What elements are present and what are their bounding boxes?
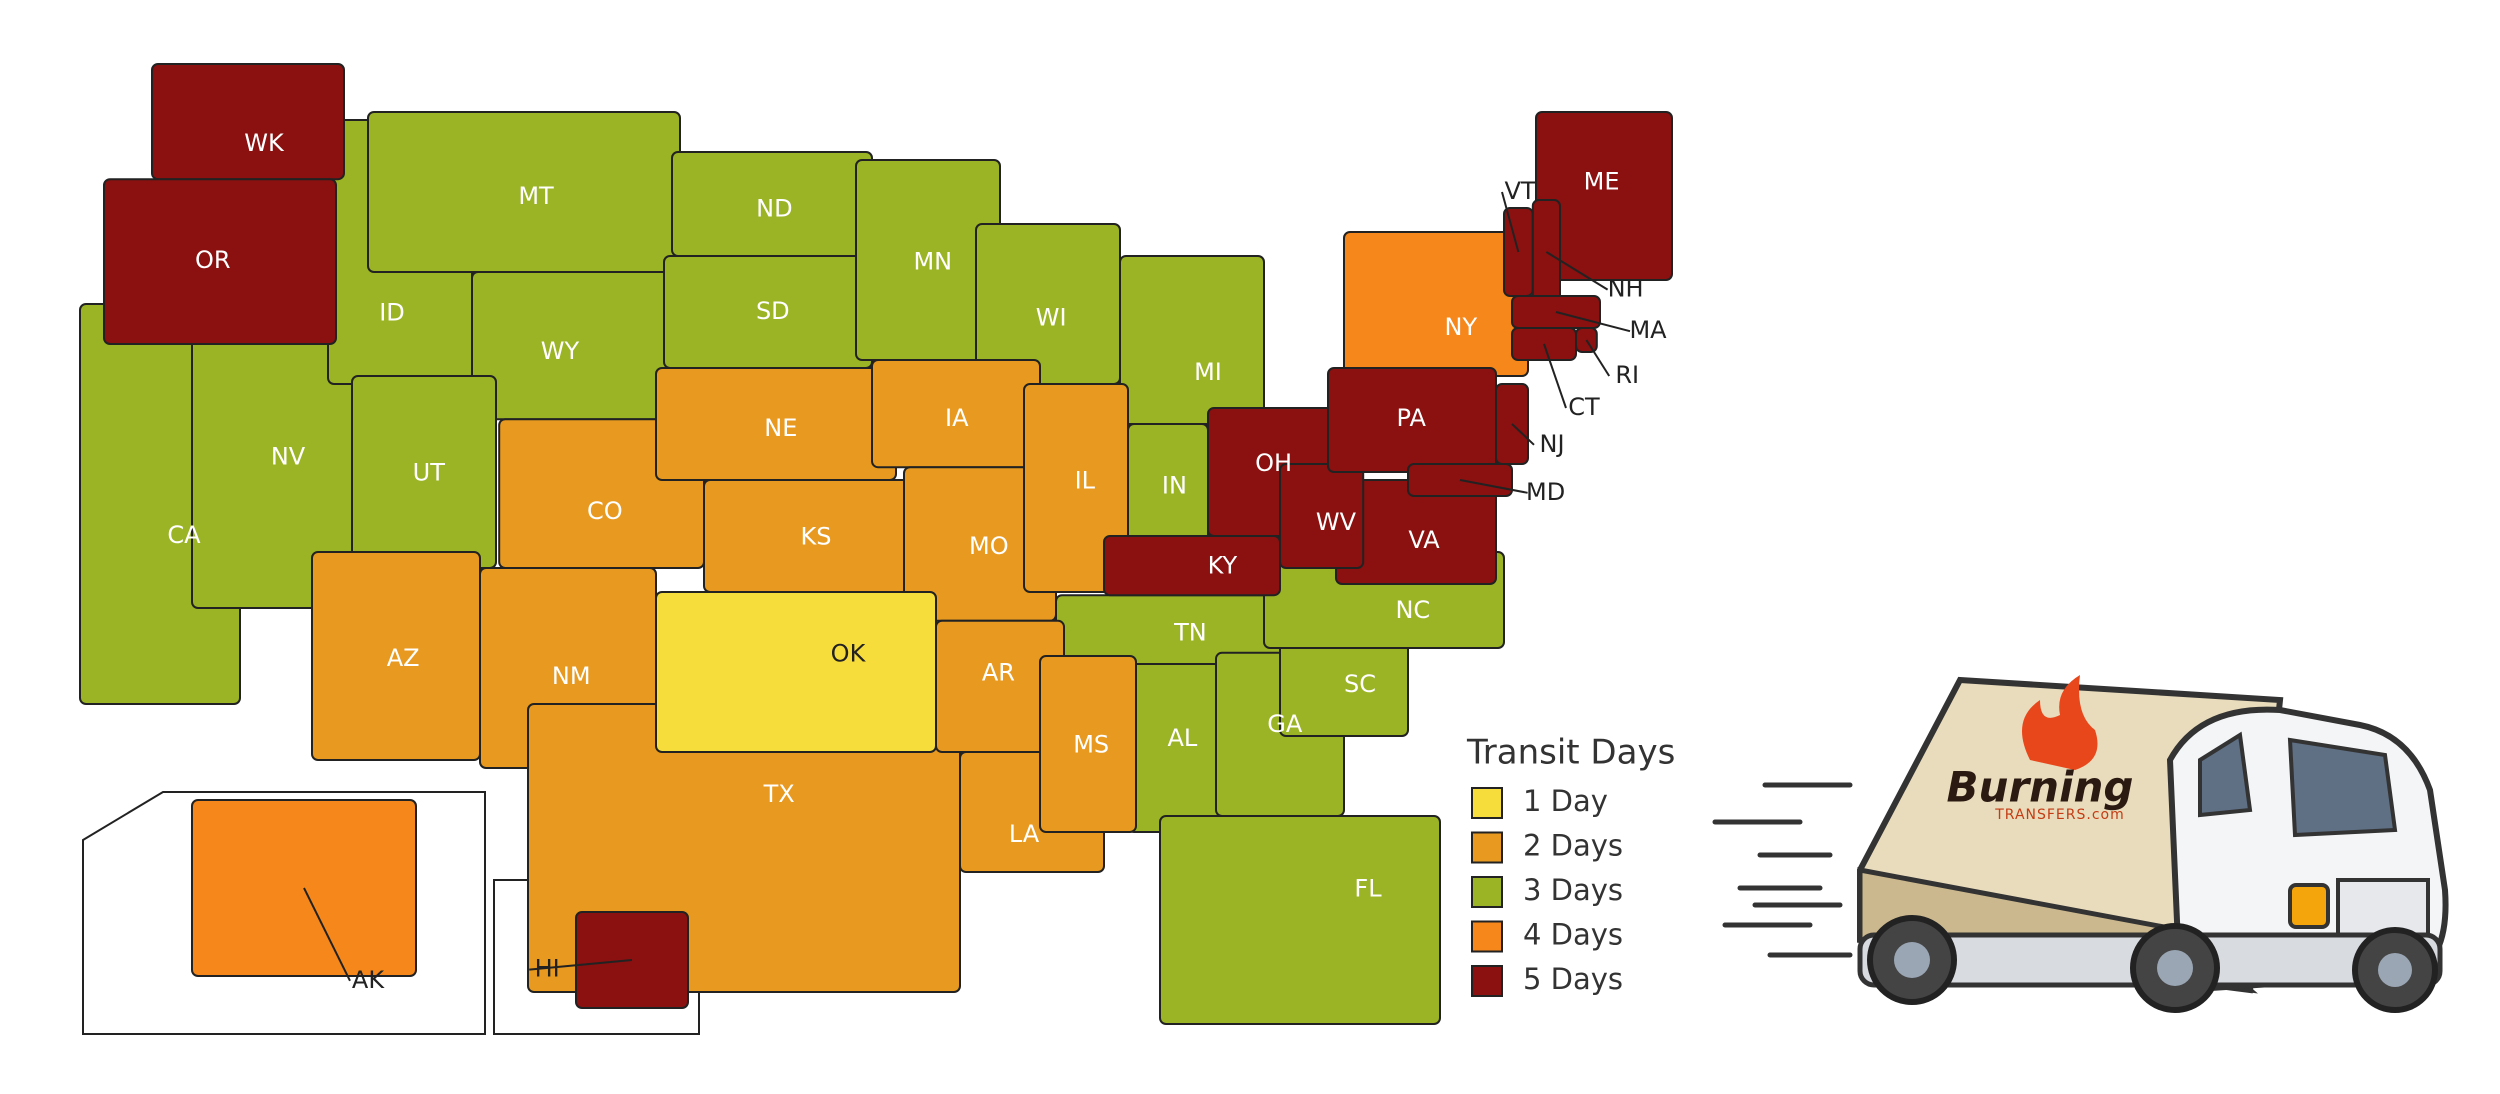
state-region xyxy=(1119,255,1265,425)
state-label: ID xyxy=(379,299,405,327)
state-label: AZ xyxy=(387,644,420,672)
state-label: ND xyxy=(756,195,792,223)
state-label: WI xyxy=(1036,303,1067,331)
leader-line xyxy=(1545,251,1609,291)
state-region xyxy=(151,63,345,181)
state-label: UT xyxy=(413,459,446,487)
legend-title: Transit Days xyxy=(1466,733,1675,773)
state-label: NY xyxy=(1444,313,1477,341)
leader-line xyxy=(1585,339,1611,377)
hubcap xyxy=(2378,953,2412,987)
legend-label: 3 Days xyxy=(1523,873,1623,907)
hubcap xyxy=(2157,950,2193,986)
state-label: TX xyxy=(763,780,795,808)
state-region xyxy=(1039,655,1137,833)
state-region xyxy=(1279,463,1365,569)
logo-tagline: TRANSFERS.com xyxy=(1994,807,2125,823)
legend-swatch xyxy=(1471,787,1503,819)
logo-name: Burning xyxy=(1947,763,2134,812)
state-label: OK xyxy=(831,639,867,667)
state-label: CO xyxy=(587,497,623,525)
state-label: MI xyxy=(1194,358,1222,386)
state-region xyxy=(655,591,937,753)
state-label: MA xyxy=(1629,316,1667,344)
state-label: CA xyxy=(167,521,201,549)
state-label: WY xyxy=(541,337,580,365)
leader-line xyxy=(1511,423,1535,446)
legend-label: 1 Day xyxy=(1523,784,1608,818)
state-label: MS xyxy=(1073,731,1109,759)
legend-label: 2 Days xyxy=(1523,829,1623,863)
state-label: WK xyxy=(244,129,285,157)
state-label: TN xyxy=(1173,619,1207,647)
legend-label: 4 Days xyxy=(1523,918,1623,952)
legend-swatch xyxy=(1471,920,1503,953)
leader-line xyxy=(1543,343,1567,409)
state-label: VT xyxy=(1504,177,1535,205)
state-label: KY xyxy=(1208,551,1238,579)
state-label: VA xyxy=(1408,526,1440,554)
state-label: AL xyxy=(1168,724,1198,752)
state-label: NJ xyxy=(1539,430,1564,458)
state-label: MO xyxy=(969,532,1009,560)
leader-line xyxy=(303,887,351,982)
hubcap xyxy=(1894,942,1930,978)
state-label: SD xyxy=(756,297,790,325)
state-label: IN xyxy=(1162,471,1187,499)
state-label: OR xyxy=(195,246,231,274)
state-label: FL xyxy=(1354,875,1382,903)
legend-swatch xyxy=(1471,876,1503,908)
leader-line xyxy=(1459,479,1528,494)
leader-line xyxy=(1501,191,1520,253)
state-label: PA xyxy=(1397,404,1427,432)
state-region xyxy=(1159,815,1441,1025)
headlight xyxy=(2288,883,2330,929)
state-label: MT xyxy=(518,182,554,210)
state-label: KS xyxy=(801,523,832,551)
windshield xyxy=(2287,737,2398,838)
state-label: NV xyxy=(271,443,306,471)
state-label: CT xyxy=(1568,393,1600,421)
legend-swatch xyxy=(1471,965,1503,997)
state-region xyxy=(1103,535,1281,597)
state-label: LA xyxy=(1009,820,1040,848)
state-region xyxy=(1535,111,1673,281)
leader-line xyxy=(1555,311,1631,333)
window xyxy=(2198,731,2253,818)
map: CA NV ID MT WY UT ND SD MN WI MI IN TN AL GA FL SC NC CO AZ… xyxy=(79,63,1673,1035)
legend-swatch xyxy=(1471,831,1503,864)
state-label: MD xyxy=(1526,478,1565,506)
state-region xyxy=(1023,383,1129,593)
flame-logo xyxy=(2022,675,2098,770)
state-label: SC xyxy=(1344,670,1376,698)
state-region xyxy=(1343,231,1529,377)
leader-line xyxy=(529,959,633,971)
state-label: NM xyxy=(552,662,591,690)
state-label: NE xyxy=(764,414,797,442)
state-label: AR xyxy=(982,659,1015,687)
state-label: RI xyxy=(1615,361,1639,389)
state-label: IA xyxy=(945,404,969,432)
legend: Transit Days 1 Day 2 Days 3 Days 4 Days 5 Da… xyxy=(1466,733,1675,997)
state-label: OH xyxy=(1255,449,1292,477)
state-label: GA xyxy=(1267,710,1303,738)
state-label: IL xyxy=(1075,467,1096,495)
legend-label: 5 Days xyxy=(1523,962,1623,996)
state-label: MN xyxy=(913,247,952,275)
state-label: AK xyxy=(352,966,385,994)
state-label: NC xyxy=(1395,596,1430,624)
state-label: ME xyxy=(1584,167,1620,195)
truck-illustration: Burning TRANSFERS.com xyxy=(1712,675,2449,1013)
state-label: NH xyxy=(1608,275,1644,303)
state-label: HI xyxy=(535,955,560,983)
state-label: WV xyxy=(1316,508,1357,536)
state-region xyxy=(103,178,337,345)
speed-lines xyxy=(1712,782,1853,958)
